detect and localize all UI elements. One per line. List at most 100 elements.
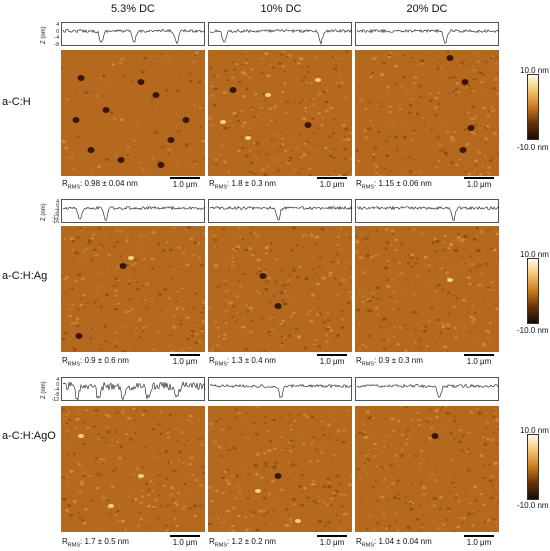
rms-symbol: R xyxy=(62,356,68,365)
profile-line xyxy=(62,380,206,402)
scale-bar-line xyxy=(317,535,347,537)
surface-pit xyxy=(182,117,190,123)
scale-bar: 1.0 μm xyxy=(316,535,348,547)
colorbar-row-1 xyxy=(527,74,539,140)
surface-pit xyxy=(102,107,110,113)
afm-topography-image xyxy=(355,226,499,352)
profile-y-tick-label: -8 xyxy=(54,392,59,398)
surface-particle xyxy=(78,434,84,438)
afm-topography-image xyxy=(208,50,352,176)
profile-y-tick-label: 4 xyxy=(56,199,59,205)
rms-subscript: RMS xyxy=(361,361,375,368)
profile-line xyxy=(209,28,353,46)
surface-particle xyxy=(128,256,134,260)
rms-roughness-caption: RRMS: 0.9 ± 0.3 nm xyxy=(356,356,423,368)
surface-pit xyxy=(77,75,85,81)
afm-topography-image xyxy=(61,50,205,176)
profile-y-axis-label: Z (nm) xyxy=(41,26,47,44)
colorbar-max-row-2: 10.0 nm xyxy=(520,250,549,259)
afm-texture xyxy=(355,50,499,176)
profile-y-tick-label: -4 xyxy=(54,35,59,42)
scale-bar-label: 1.0 μm xyxy=(172,180,198,189)
surface-particle xyxy=(108,504,114,508)
height-profile-plot xyxy=(62,380,206,402)
surface-particle xyxy=(220,120,226,124)
colorbar-min-row-3: -10.0 nm xyxy=(517,501,549,510)
rms-value: : 1.15 ± 0.06 nm xyxy=(374,179,432,188)
surface-pit xyxy=(274,473,282,479)
scale-bar: 1.0 μm xyxy=(169,177,201,189)
rms-subscript: RMS xyxy=(67,184,81,191)
profile-line xyxy=(62,205,206,222)
surface-pit xyxy=(75,333,83,339)
surface-pit xyxy=(87,147,95,153)
height-profile-plot xyxy=(356,383,499,398)
profile-line xyxy=(356,205,500,221)
scale-bar: 1.0 μm xyxy=(316,354,348,366)
rms-value: : 1.04 ± 0.04 nm xyxy=(374,537,432,546)
height-profile-plot xyxy=(209,28,353,46)
rms-value: : 0.9 ± 0.6 nm xyxy=(80,356,129,365)
afm-texture xyxy=(208,226,352,352)
rms-subscript: RMS xyxy=(361,184,375,191)
rms-roughness-caption: RRMS: 1.8 ± 0.3 nm xyxy=(209,179,276,191)
column-title-5-3-dc: 5.3% DC xyxy=(110,3,156,15)
scale-bar-line xyxy=(317,354,347,356)
surface-pit xyxy=(72,117,80,123)
rms-subscript: RMS xyxy=(214,361,228,368)
profile-y-tick-label: -4 xyxy=(54,207,59,213)
profile-y-tick-label: 0 xyxy=(56,203,59,209)
surface-pit xyxy=(167,137,175,143)
column-title-20-dc: 20% DC xyxy=(406,3,448,15)
rms-value: : 0.9 ± 0.3 nm xyxy=(374,356,423,365)
scale-bar-line xyxy=(170,177,200,179)
height-profile-plot xyxy=(209,205,353,221)
profile-y-tick-label: -8 xyxy=(54,42,59,48)
height-profile-plot xyxy=(209,383,353,398)
surface-particle xyxy=(295,519,301,523)
height-profile xyxy=(208,22,353,46)
rms-subscript: RMS xyxy=(214,542,228,549)
surface-pit xyxy=(137,79,145,85)
profile-line xyxy=(62,28,206,45)
scale-bar-label: 1.0 μm xyxy=(466,357,492,366)
rms-value: : 1.7 ± 0.5 nm xyxy=(80,537,129,546)
scale-bar-line xyxy=(464,177,494,179)
height-profile-plot xyxy=(356,205,500,221)
scale-bar: 1.0 μm xyxy=(463,535,495,547)
scale-bar-label: 1.0 μm xyxy=(466,538,492,547)
scale-bar-label: 1.0 μm xyxy=(466,180,492,189)
scale-bar-label: 1.0 μm xyxy=(319,180,345,189)
height-profile xyxy=(208,377,353,401)
height-profile xyxy=(208,199,353,223)
colorbar-min-row-2: -10.0 nm xyxy=(517,326,549,335)
colorbar-row-3 xyxy=(527,434,539,500)
afm-topography-image xyxy=(208,406,352,532)
surface-particle xyxy=(447,278,453,282)
surface-pit xyxy=(152,92,160,98)
height-profile xyxy=(355,22,500,46)
row-title-a-c-h: a-C:H xyxy=(2,96,31,108)
rms-symbol: R xyxy=(209,356,215,365)
rms-symbol: R xyxy=(356,179,362,188)
row-title-a-c-h-ago: a-C:H:AgO xyxy=(2,430,56,442)
rms-roughness-caption: RRMS: 1.04 ± 0.04 nm xyxy=(356,537,432,549)
surface-pit xyxy=(157,162,165,168)
colorbar-max-row-1: 10.0 nm xyxy=(520,66,549,75)
scale-bar: 1.0 μm xyxy=(169,354,201,366)
afm-texture xyxy=(61,226,205,352)
profile-y-tick-label: 4 xyxy=(56,377,59,383)
afm-topography-image xyxy=(355,50,499,176)
rms-roughness-caption: RRMS: 0.9 ± 0.6 nm xyxy=(62,356,129,368)
scale-bar: 1.0 μm xyxy=(316,177,348,189)
afm-texture xyxy=(61,406,205,532)
rms-roughness-caption: RRMS: 1.7 ± 0.5 nm xyxy=(62,537,129,549)
height-profile-plot xyxy=(356,28,500,44)
rms-symbol: R xyxy=(356,537,362,546)
profile-line xyxy=(356,383,499,398)
height-profile-plot xyxy=(62,205,206,222)
surface-pit xyxy=(274,303,282,309)
scale-bar-label: 1.0 μm xyxy=(172,538,198,547)
afm-topography-image xyxy=(208,226,352,352)
profile-y-tick-label: 4 xyxy=(56,22,59,28)
